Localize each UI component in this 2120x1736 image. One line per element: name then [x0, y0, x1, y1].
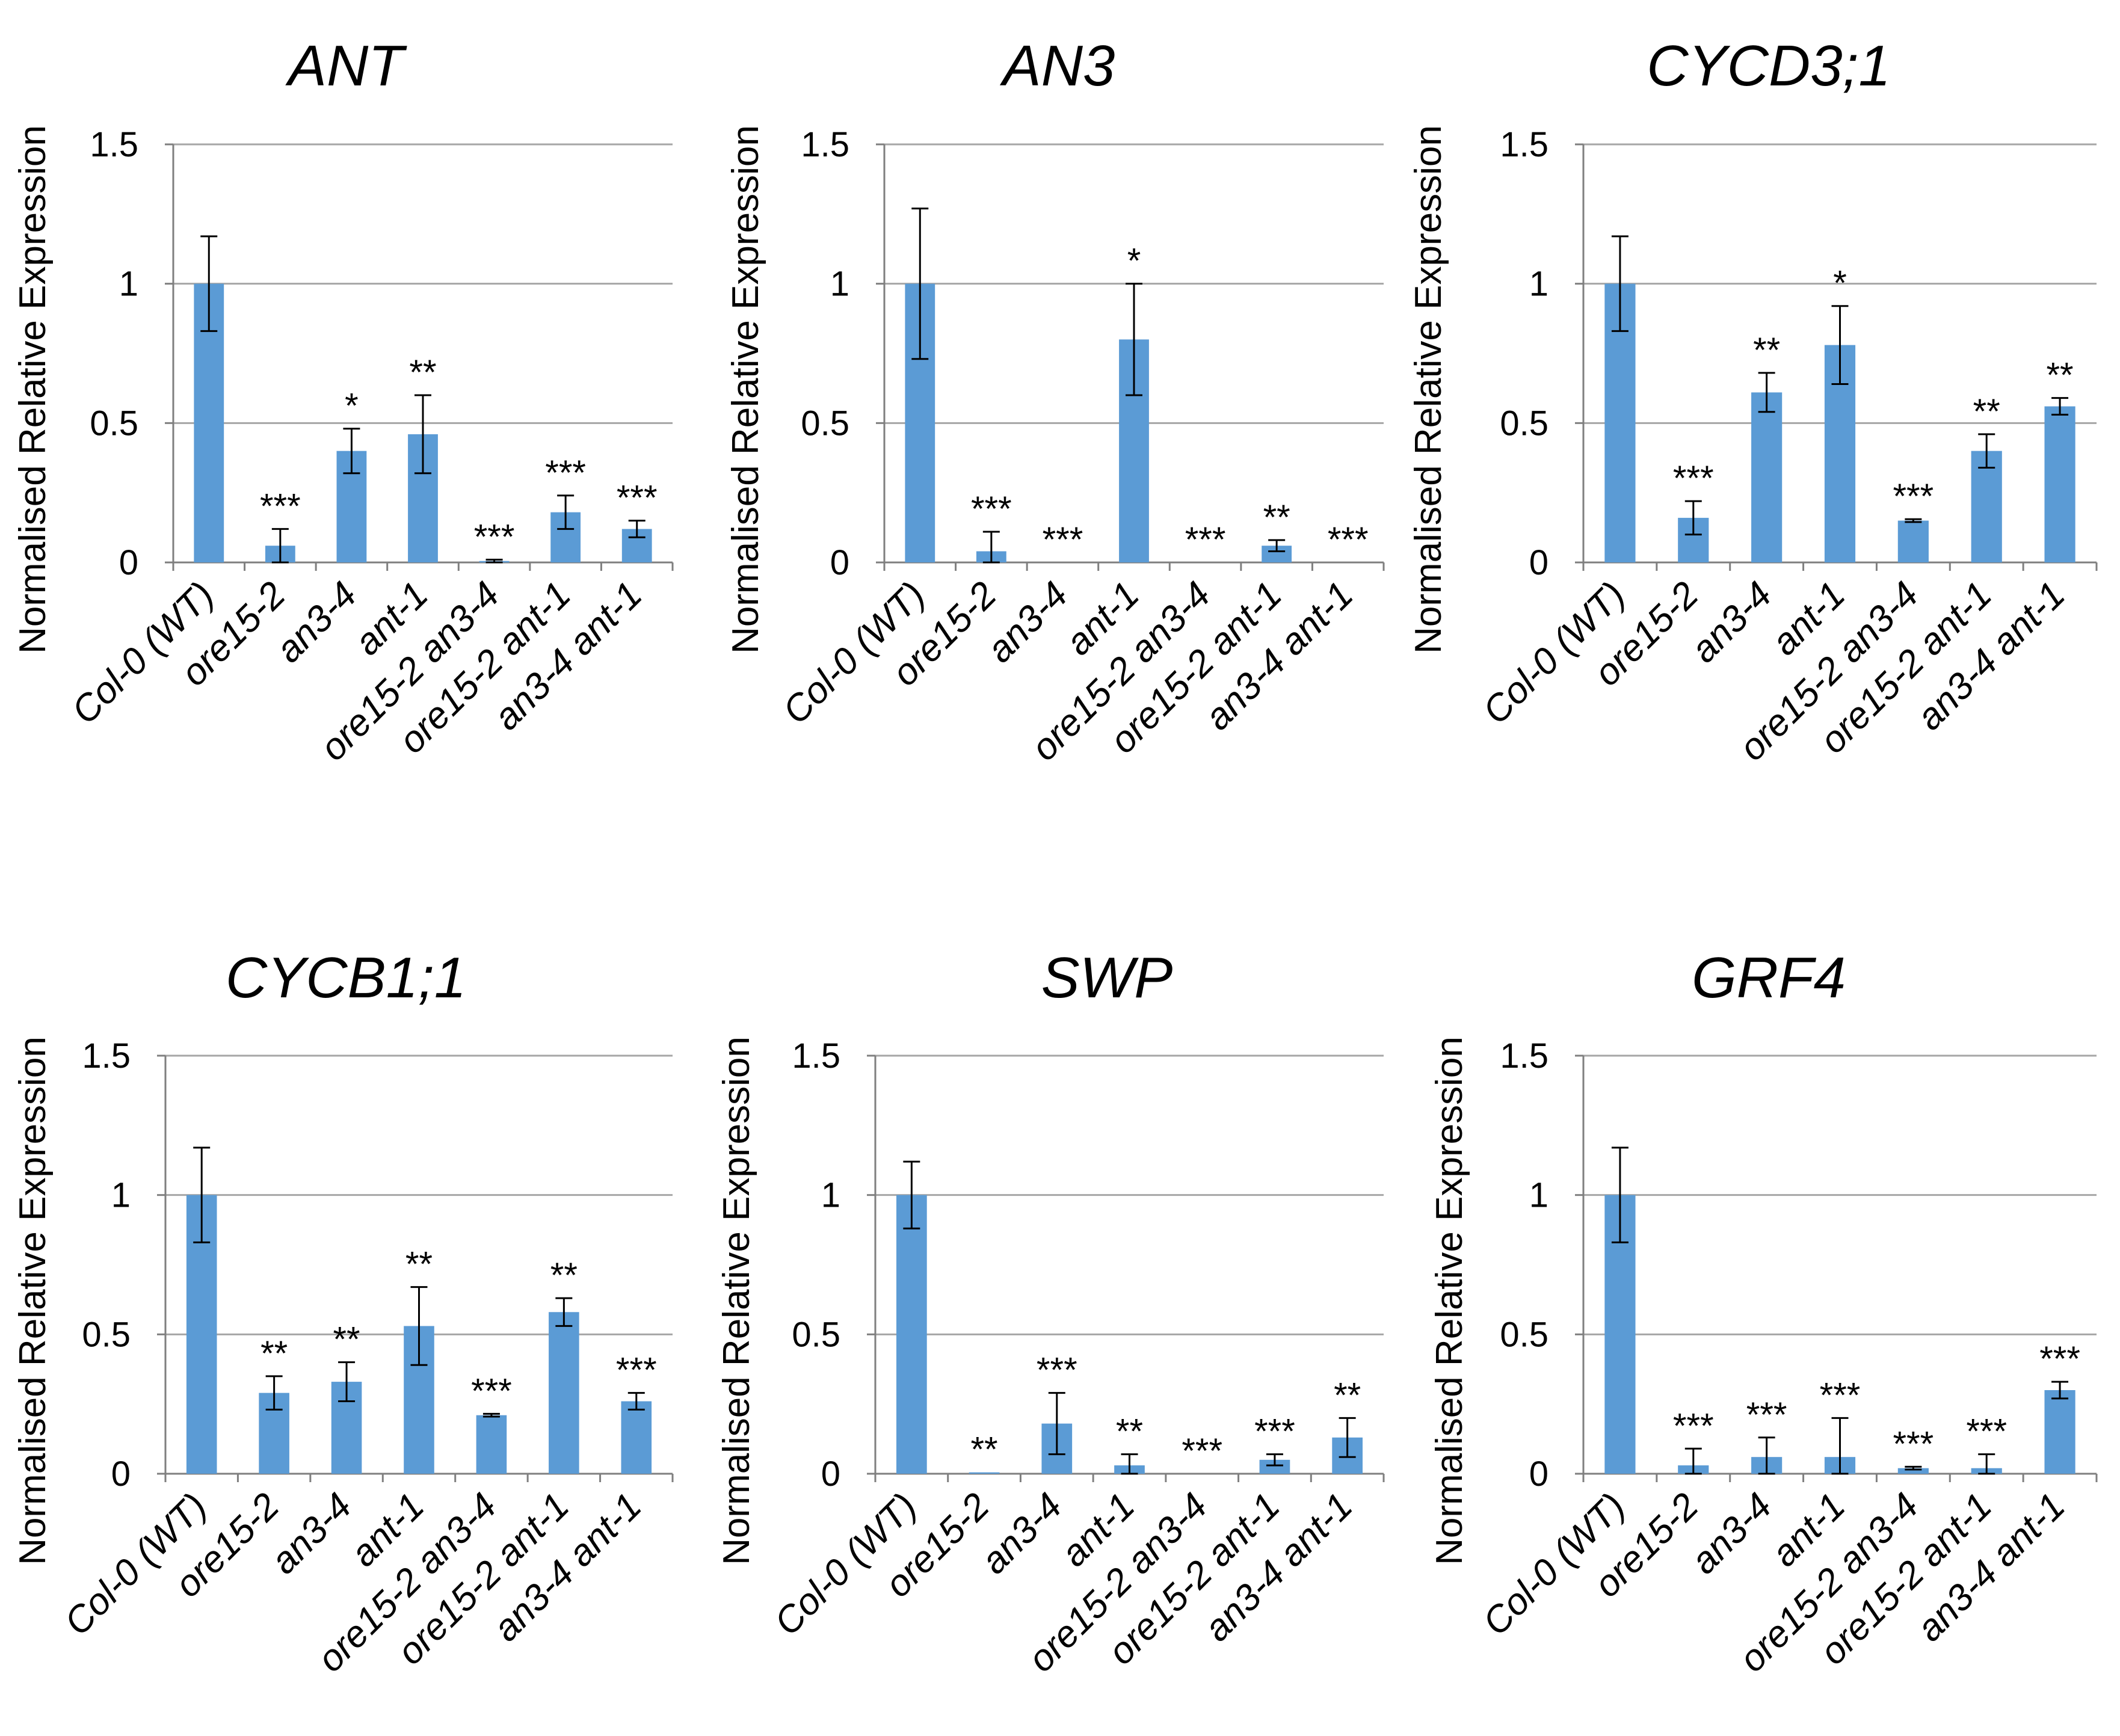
y-tick-label: 0: [1529, 1454, 1548, 1494]
chart-title: GRF4: [1692, 946, 1846, 1010]
significance-marker: ***: [545, 454, 586, 493]
y-tick-label: 0: [119, 543, 138, 582]
significance-marker: **: [550, 1256, 578, 1295]
bar: [2044, 406, 2075, 562]
y-axis-label: Normalised Relative Expression: [716, 1036, 757, 1565]
significance-marker: ***: [1185, 520, 1226, 559]
bar: [969, 1472, 1000, 1474]
significance-marker: ***: [1182, 1432, 1222, 1471]
y-tick-label: 0.5: [1500, 404, 1548, 443]
significance-marker: *: [1833, 264, 1847, 303]
significance-marker: ***: [1893, 477, 1934, 516]
significance-marker: **: [970, 1430, 997, 1470]
chart-panel-2: AN3 Normalised Relative Expression 0 0.5 1 1.…: [725, 34, 1385, 769]
y-tick-label: 1.5: [801, 125, 849, 164]
significance-marker: ***: [1893, 1424, 1934, 1464]
significance-marker: ***: [2039, 1340, 2080, 1379]
y-tick-label: 0: [821, 1454, 840, 1494]
y-tick-label: 0.5: [90, 404, 138, 443]
significance-marker: ***: [616, 1351, 657, 1390]
significance-marker: **: [409, 353, 436, 392]
chart-title: SWP: [1041, 946, 1173, 1010]
bar: [1751, 392, 1783, 562]
bar: [549, 1312, 579, 1474]
y-tick-label: 1: [830, 265, 849, 304]
significance-marker: ***: [617, 479, 658, 518]
y-axis-label: Normalised Relative Expression: [12, 1036, 54, 1565]
significance-marker: **: [1753, 331, 1780, 370]
bar: [1259, 1459, 1290, 1474]
significance-marker: ***: [1043, 520, 1083, 559]
significance-marker: **: [405, 1245, 433, 1284]
y-tick-label: 1: [119, 265, 138, 304]
y-tick-label: 1.5: [1500, 1036, 1548, 1076]
chart-panel-5: SWP Normalised Relative Expression 0 0.5 1 1.…: [716, 946, 1385, 1680]
y-axis-label: Normalised Relative Expression: [725, 125, 766, 654]
x-category-label: an3-4: [263, 1485, 360, 1582]
y-tick-label: 1.5: [82, 1036, 131, 1076]
chart-title: CYCB1;1: [226, 946, 466, 1010]
y-tick-label: 1: [1529, 265, 1548, 304]
chart-panel-6: GRF4 Normalised Relative Expression 0 0.5 1 1…: [1429, 946, 2098, 1680]
significance-marker: ***: [971, 490, 1012, 529]
y-tick-label: 1.5: [792, 1036, 840, 1076]
y-axis-label: Normalised Relative Expression: [1408, 125, 1449, 654]
bar: [1897, 520, 1929, 562]
significance-marker: **: [260, 1334, 288, 1373]
significance-marker: ***: [1746, 1396, 1787, 1435]
bar: [1897, 1468, 1929, 1474]
chart-panel-1: ANT Normalised Relative Expression 0 0.5 1 1.…: [12, 34, 674, 769]
x-category-label: an3-4: [1683, 1485, 1780, 1582]
y-tick-label: 1: [111, 1176, 131, 1215]
significance-marker: **: [1334, 1376, 1361, 1415]
y-tick-label: 1.5: [1500, 125, 1548, 164]
significance-marker: *: [345, 387, 359, 426]
significance-marker: ***: [474, 517, 515, 556]
y-tick-label: 1: [1529, 1176, 1548, 1215]
significance-marker: ***: [471, 1371, 512, 1411]
y-tick-label: 0: [1529, 543, 1548, 582]
significance-marker: ***: [1820, 1376, 1861, 1415]
significance-marker: ***: [1254, 1412, 1295, 1451]
significance-marker: ***: [1328, 520, 1369, 559]
significance-marker: ***: [1037, 1351, 1077, 1390]
bar: [1971, 451, 2002, 562]
significance-marker: ***: [260, 487, 301, 526]
significance-marker: **: [2046, 356, 2073, 395]
y-tick-label: 1: [821, 1176, 840, 1215]
y-tick-label: 1.5: [90, 125, 138, 164]
y-tick-label: 0.5: [792, 1315, 840, 1354]
bar: [896, 1195, 927, 1474]
bar: [476, 1415, 507, 1474]
chart-title: ANT: [285, 34, 407, 98]
significance-marker: **: [1263, 498, 1290, 537]
chart-title: CYCD3;1: [1647, 34, 1890, 98]
y-axis-label: Normalised Relative Expression: [12, 125, 54, 654]
significance-marker: **: [1973, 392, 2000, 431]
y-axis-label: Normalised Relative Expression: [1429, 1036, 1470, 1565]
x-category-label: an3-4: [1683, 574, 1780, 671]
significance-marker: ***: [1673, 1406, 1714, 1445]
x-category-label: an3-4: [979, 574, 1076, 671]
significance-marker: *: [1127, 242, 1141, 281]
chart-panel-4: CYCB1;1 Normalised Relative Expression 0 0.…: [12, 946, 674, 1680]
significance-marker: **: [1116, 1412, 1143, 1451]
chart-panel-3: CYCD3;1 Normalised Relative Expression 0 0.…: [1408, 34, 2098, 769]
x-category-label: an3-4: [268, 574, 365, 671]
significance-marker: ***: [1673, 459, 1714, 498]
chart-title: AN3: [1000, 34, 1115, 98]
bar: [621, 1401, 652, 1474]
y-tick-label: 0: [830, 543, 849, 582]
y-tick-label: 0.5: [1500, 1315, 1548, 1354]
significance-marker: **: [333, 1320, 360, 1359]
significance-marker: ***: [1966, 1412, 2007, 1451]
y-tick-label: 0.5: [801, 404, 849, 443]
y-tick-label: 0: [111, 1454, 131, 1494]
x-category-label: an3-4: [973, 1485, 1070, 1582]
y-tick-label: 0.5: [82, 1315, 131, 1354]
bar: [2044, 1390, 2075, 1474]
